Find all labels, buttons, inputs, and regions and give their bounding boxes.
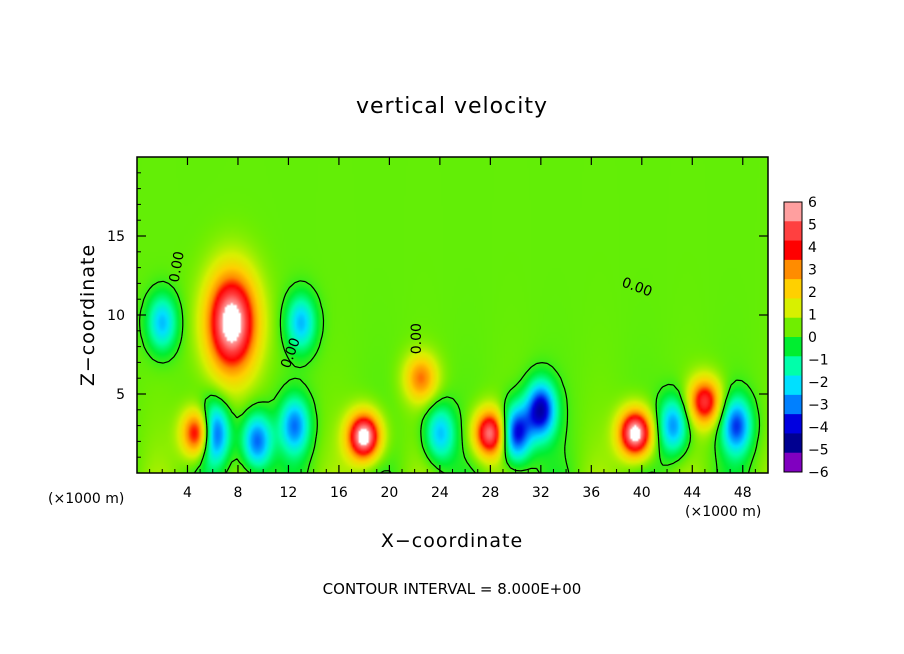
contour-label: 0.00: [167, 250, 188, 283]
x-axis-label: X−coordinate: [381, 530, 523, 552]
colorbar-label: 4: [808, 240, 817, 256]
colorbar-swatch: [784, 279, 802, 299]
colorbar-label: −6: [808, 465, 829, 481]
colorbar: 6 5 4 3 2 1 0 −1 −2 −3 −4 −5 −6: [783, 195, 829, 481]
x-tick-label: 12: [280, 485, 298, 501]
heatmap-image: [137, 157, 768, 473]
x-tick-label: 24: [431, 485, 449, 501]
colorbar-label: 1: [808, 308, 817, 324]
colorbar-swatch: [784, 298, 802, 319]
x-tick-label: 4: [183, 485, 192, 501]
y-ticks: 5 10 15: [107, 172, 768, 458]
colorbar-label: −3: [808, 398, 829, 414]
contour-label: 0.00: [409, 323, 425, 354]
x-tick-label: 28: [481, 485, 499, 501]
chart-title: vertical velocity: [356, 94, 548, 119]
x-tick-label: 40: [633, 485, 651, 501]
x-tick-label: 48: [734, 485, 752, 501]
colorbar-swatch: [784, 375, 802, 396]
colorbar-label: 0: [808, 330, 817, 346]
colorbar-swatch: [784, 221, 802, 242]
colorbar-label: 5: [808, 218, 817, 234]
colorbar-frame: [783, 201, 803, 473]
colorbar-label: −4: [808, 420, 829, 436]
x-tick-label: 32: [532, 485, 550, 501]
colorbar-label: −1: [808, 353, 829, 369]
y-tick-label: 10: [107, 308, 125, 324]
x-tick-label: 44: [683, 485, 701, 501]
colorbar-swatch: [784, 356, 802, 377]
colorbar-label: −5: [808, 443, 829, 459]
colorbar-swatch: [784, 259, 802, 280]
x-tick-label: 20: [380, 485, 398, 501]
colorbar-swatch: [784, 394, 802, 415]
x-tick-label: 8: [233, 485, 242, 501]
x-tick-label: 16: [330, 485, 348, 501]
colorbar-swatch: [784, 202, 802, 222]
colorbar-swatch: [784, 337, 802, 357]
x-unit-left: (×1000 m): [48, 491, 124, 507]
colorbar-label: 2: [808, 285, 817, 301]
y-tick-label: 15: [107, 229, 125, 245]
y-axis-label: Z−coordinate: [77, 244, 99, 386]
x-tick-label: 36: [582, 485, 600, 501]
colorbar-label: 6: [808, 195, 817, 211]
x-unit-right: (×1000 m): [685, 504, 761, 520]
colorbar-swatch: [784, 317, 802, 338]
colorbar-swatch: [784, 240, 802, 261]
colorbar-label: −2: [808, 375, 829, 391]
colorbar-swatch: [784, 433, 802, 454]
x-ticks: 4 8 12 16 20 24 28 32 36 40 44 48: [149, 157, 756, 501]
y-tick-label: 5: [116, 387, 125, 403]
contour-interval-note: CONTOUR INTERVAL = 8.000E+00: [323, 580, 582, 598]
colorbar-swatch: [784, 414, 802, 434]
colorbar-label: 3: [808, 263, 817, 279]
colorbar-swatch: [784, 452, 802, 473]
